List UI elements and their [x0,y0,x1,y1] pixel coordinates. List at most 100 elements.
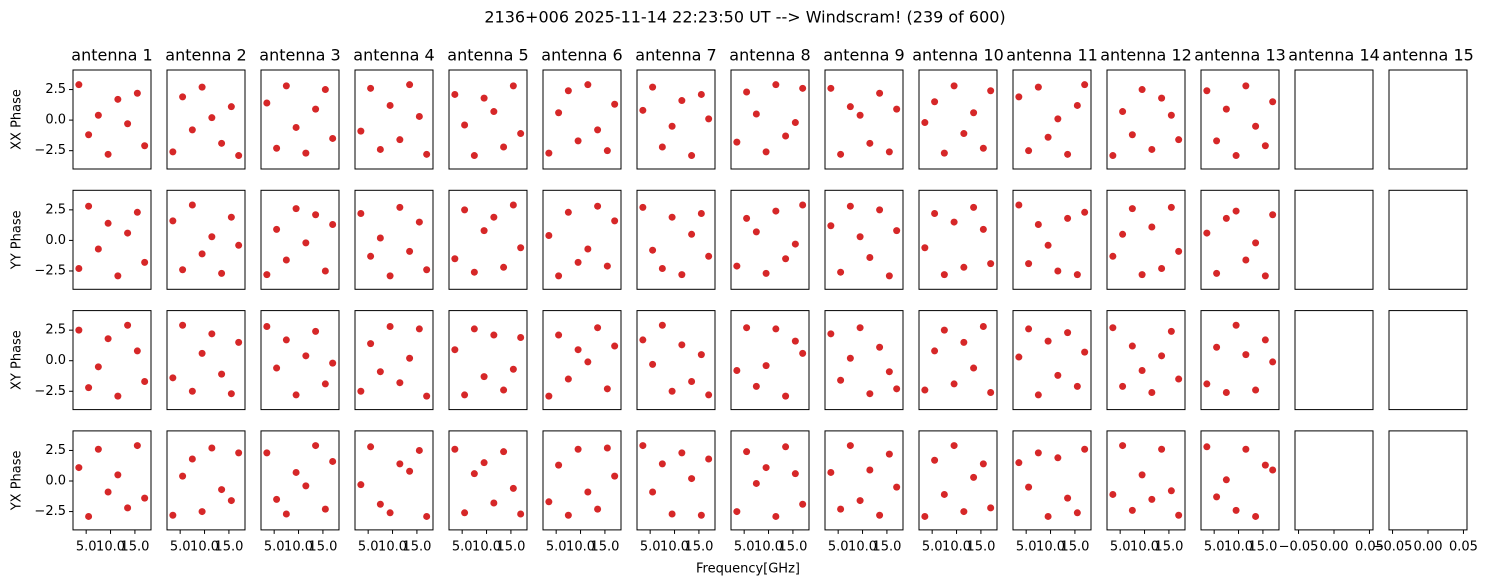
data-point [960,338,968,346]
data-point [743,214,751,222]
data-point [124,504,132,512]
data-point [987,260,995,268]
data-point [1054,371,1062,379]
data-point [451,445,459,453]
data-point [470,268,478,276]
data-point [893,105,901,113]
x-tick-label: 15.0 [1248,539,1277,554]
data-point [705,455,713,463]
data-point [451,346,459,354]
x-tick-label: 0.05 [1355,539,1384,554]
data-point [782,443,790,451]
data-point [1138,86,1146,94]
data-point [141,377,149,385]
data-point [594,202,602,210]
data-point [678,341,686,349]
panel-frame [542,69,622,170]
data-point [960,130,968,138]
data-point [1128,205,1136,213]
data-point [367,252,375,260]
x-tick-label: 15.0 [872,539,901,554]
x-tick-label: 5.0 [1110,539,1131,554]
data-point [302,482,310,490]
x-tick-label: 5.0 [264,539,285,554]
data-point [1073,101,1081,109]
data-point [658,265,666,273]
x-tick-label: 5.0 [546,539,567,554]
data-point [1138,366,1146,374]
data-point [517,333,525,341]
data-point [545,392,553,400]
data-point [470,325,478,333]
data-point [603,385,611,393]
x-tick-label: −0.05 [1279,539,1319,554]
x-tick-label: 5.0 [734,539,755,554]
data-point [1158,445,1166,453]
x-tick-label: 15.0 [308,539,337,554]
x-tick-label: 10.0 [848,539,877,554]
data-point [302,149,310,157]
data-point [1148,495,1156,503]
data-point [827,330,835,338]
data-point [396,203,404,211]
data-point [104,219,112,227]
data-point [668,387,676,395]
data-point [321,267,329,275]
data-point [198,349,206,357]
data-point [594,505,602,513]
data-point [169,374,177,382]
x-tick-label: 0.00 [1320,539,1349,554]
data-point [1034,83,1042,91]
data-point [1203,229,1211,237]
data-point [94,245,102,253]
x-tick-label: 5.0 [76,539,97,554]
x-tick-label: 10.0 [754,539,783,554]
data-point [921,119,929,127]
data-point [282,336,290,344]
data-point [470,470,478,478]
data-point [846,354,854,362]
data-point [846,442,854,450]
data-point [678,449,686,457]
data-point [574,445,582,453]
panel-title: antenna 5 [447,46,528,65]
data-point [762,464,770,472]
panel-title: antenna 10 [912,46,1004,65]
panel-frame [824,69,904,170]
data-point [406,354,414,362]
data-point [1269,98,1277,106]
data-point [752,228,760,236]
data-point [639,336,647,344]
panel-frame [824,430,904,531]
data-point [75,81,83,89]
y-axis-label: YX Phase [10,451,25,512]
data-point [263,322,271,330]
data-point [678,97,686,105]
panel-frame [1012,310,1092,411]
panel-frame [730,189,810,290]
data-point [649,488,657,496]
panel-frame [1106,69,1186,170]
data-point [208,330,216,338]
data-point [321,86,329,94]
data-point [1158,94,1166,102]
data-point [1213,269,1221,277]
data-point [124,321,132,329]
data-point [931,456,939,464]
data-point [169,511,177,519]
data-point [658,321,666,329]
data-point [1054,454,1062,462]
data-point [1269,466,1277,474]
data-point [461,509,469,517]
data-point [658,460,666,468]
data-point [876,89,884,97]
data-point [1034,391,1042,399]
panel-frame [1012,69,1092,170]
data-point [931,210,939,218]
data-point [611,100,619,108]
data-point [367,443,375,451]
data-point [545,232,553,240]
data-point [423,266,431,274]
data-point [970,203,978,211]
data-point [752,479,760,487]
